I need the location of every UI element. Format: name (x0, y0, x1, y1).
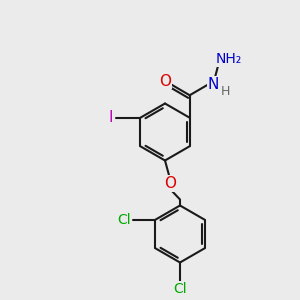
Text: N: N (207, 77, 219, 92)
Text: O: O (159, 74, 171, 89)
Text: I: I (108, 110, 112, 125)
Text: O: O (164, 176, 176, 191)
Text: Cl: Cl (173, 282, 187, 296)
Text: H: H (221, 85, 230, 98)
Text: NH₂: NH₂ (216, 52, 242, 66)
Text: Cl: Cl (117, 213, 130, 227)
